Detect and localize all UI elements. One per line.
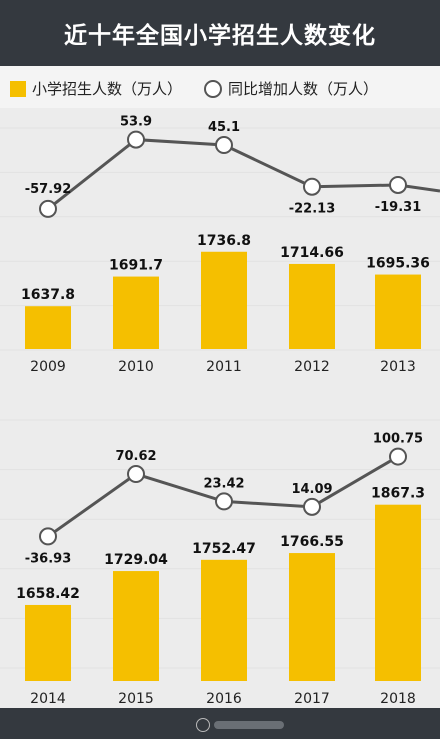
yoy-label-2011: 45.1: [208, 120, 240, 135]
year-label-2018: 2018: [380, 691, 416, 707]
bar-label-2013: 1695.36: [366, 256, 430, 272]
bar-label-2018: 1867.3: [371, 486, 425, 502]
year-label-2013: 2013: [380, 359, 416, 375]
weibo-icon: [196, 718, 210, 732]
yoy-label-2009: -57.92: [25, 182, 72, 197]
bar-2010: [113, 276, 159, 349]
legend-bar-label: 小学招生人数（万人）: [32, 80, 183, 98]
bar-2012: [289, 263, 335, 349]
yoy-point-2015: [127, 465, 145, 484]
yoy-point-2012: [303, 177, 321, 196]
bar-2015: [113, 571, 159, 681]
yoy-label-2017: 14.09: [291, 482, 332, 497]
bar-2009: [25, 306, 71, 349]
chart-title: 近十年全国小学招生人数变化: [0, 0, 440, 66]
yoy-point-2018: [389, 447, 407, 466]
year-label-2010: 2010: [118, 359, 154, 375]
bar-2013: [375, 274, 421, 349]
bar-label-2012: 1714.66: [280, 245, 344, 261]
year-label-2017: 2017: [294, 691, 330, 707]
bar-2011: [201, 251, 247, 349]
year-label-2011: 2011: [206, 359, 242, 375]
year-label-2015: 2015: [118, 691, 154, 707]
bar-2017: [289, 553, 335, 681]
bar-label-2009: 1637.8: [21, 287, 75, 303]
yoy-point-2009: [39, 199, 57, 218]
bar-2016: [201, 559, 247, 681]
yoy-label-2015: 70.62: [115, 449, 156, 464]
legend-bar-swatch: [10, 80, 26, 97]
bar-label-2016: 1752.47: [192, 541, 256, 557]
yoy-line: [47, 138, 440, 211]
yoy-label-2016: 23.42: [203, 476, 244, 491]
yoy-point-2016: [215, 492, 233, 511]
yoy-point-2011: [215, 136, 233, 155]
yoy-label-2013: -19.31: [375, 200, 422, 215]
yoy-point-2014: [39, 527, 57, 546]
bar-label-2010: 1691.7: [109, 258, 163, 274]
yoy-label-2012: -22.13: [289, 202, 336, 217]
year-label-2016: 2016: [206, 691, 242, 707]
legend-line-item: 同比增加人数（万人）: [204, 78, 378, 99]
legend: 小学招生人数（万人） 同比增加人数（万人）: [0, 66, 440, 108]
bar-2014: [25, 604, 71, 681]
bar-2018: [375, 504, 421, 681]
year-label-2012: 2012: [294, 359, 330, 375]
bar-label-2017: 1766.55: [280, 534, 344, 550]
legend-bar-item: 小学招生人数（万人）: [10, 78, 182, 99]
chart-panel-2009-2013: 1637.8 1691.7 1736.8 1714.66 1695.36 2009 2010…: [0, 115, 440, 375]
year-label-2009: 2009: [30, 359, 66, 375]
yoy-point-2017: [303, 497, 321, 516]
legend-line-marker: [204, 79, 222, 98]
legend-line-label: 同比增加人数（万人）: [228, 80, 379, 98]
yoy-point-2010: [127, 130, 145, 149]
yoy-point-2013: [389, 175, 407, 194]
year-label-2014: 2014: [30, 691, 66, 707]
yoy-label-2018: 100.75: [373, 432, 423, 447]
watermark: [196, 718, 284, 732]
yoy-label-2014: -36.93: [25, 551, 72, 566]
chart-panel-2014-2018: 1658.42 1729.04 1752.47 1766.55 1867.3 2014 20…: [0, 419, 440, 707]
bar-label-2014: 1658.42: [16, 586, 80, 602]
bar-label-2015: 1729.04: [104, 552, 168, 568]
watermark-blurred: [214, 721, 284, 729]
yoy-label-2010: 53.9: [120, 115, 152, 130]
bar-label-2011: 1736.8: [197, 233, 251, 249]
